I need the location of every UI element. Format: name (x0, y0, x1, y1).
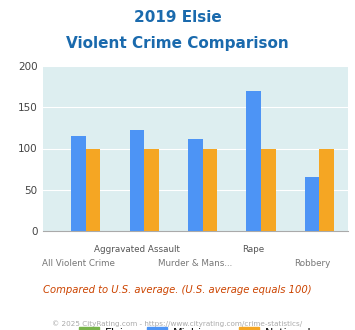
Text: All Violent Crime: All Violent Crime (42, 259, 115, 268)
Text: Compared to U.S. average. (U.S. average equals 100): Compared to U.S. average. (U.S. average … (43, 285, 312, 295)
Text: 2019 Elsie: 2019 Elsie (133, 10, 222, 25)
Bar (71, 136, 86, 231)
Bar (130, 130, 144, 231)
Bar (144, 148, 159, 231)
Bar (261, 148, 275, 231)
Bar (305, 178, 320, 231)
Text: Murder & Mans...: Murder & Mans... (158, 259, 233, 268)
Bar (203, 148, 217, 231)
Legend: Elsie, Michigan, National: Elsie, Michigan, National (75, 322, 316, 330)
Text: Rape: Rape (242, 245, 265, 254)
Text: Violent Crime Comparison: Violent Crime Comparison (66, 36, 289, 51)
Bar (188, 139, 203, 231)
Text: Robbery: Robbery (294, 259, 330, 268)
Text: Aggravated Assault: Aggravated Assault (94, 245, 180, 254)
Bar (86, 148, 100, 231)
Bar (246, 91, 261, 231)
Text: © 2025 CityRating.com - https://www.cityrating.com/crime-statistics/: © 2025 CityRating.com - https://www.city… (53, 320, 302, 327)
Bar (320, 148, 334, 231)
